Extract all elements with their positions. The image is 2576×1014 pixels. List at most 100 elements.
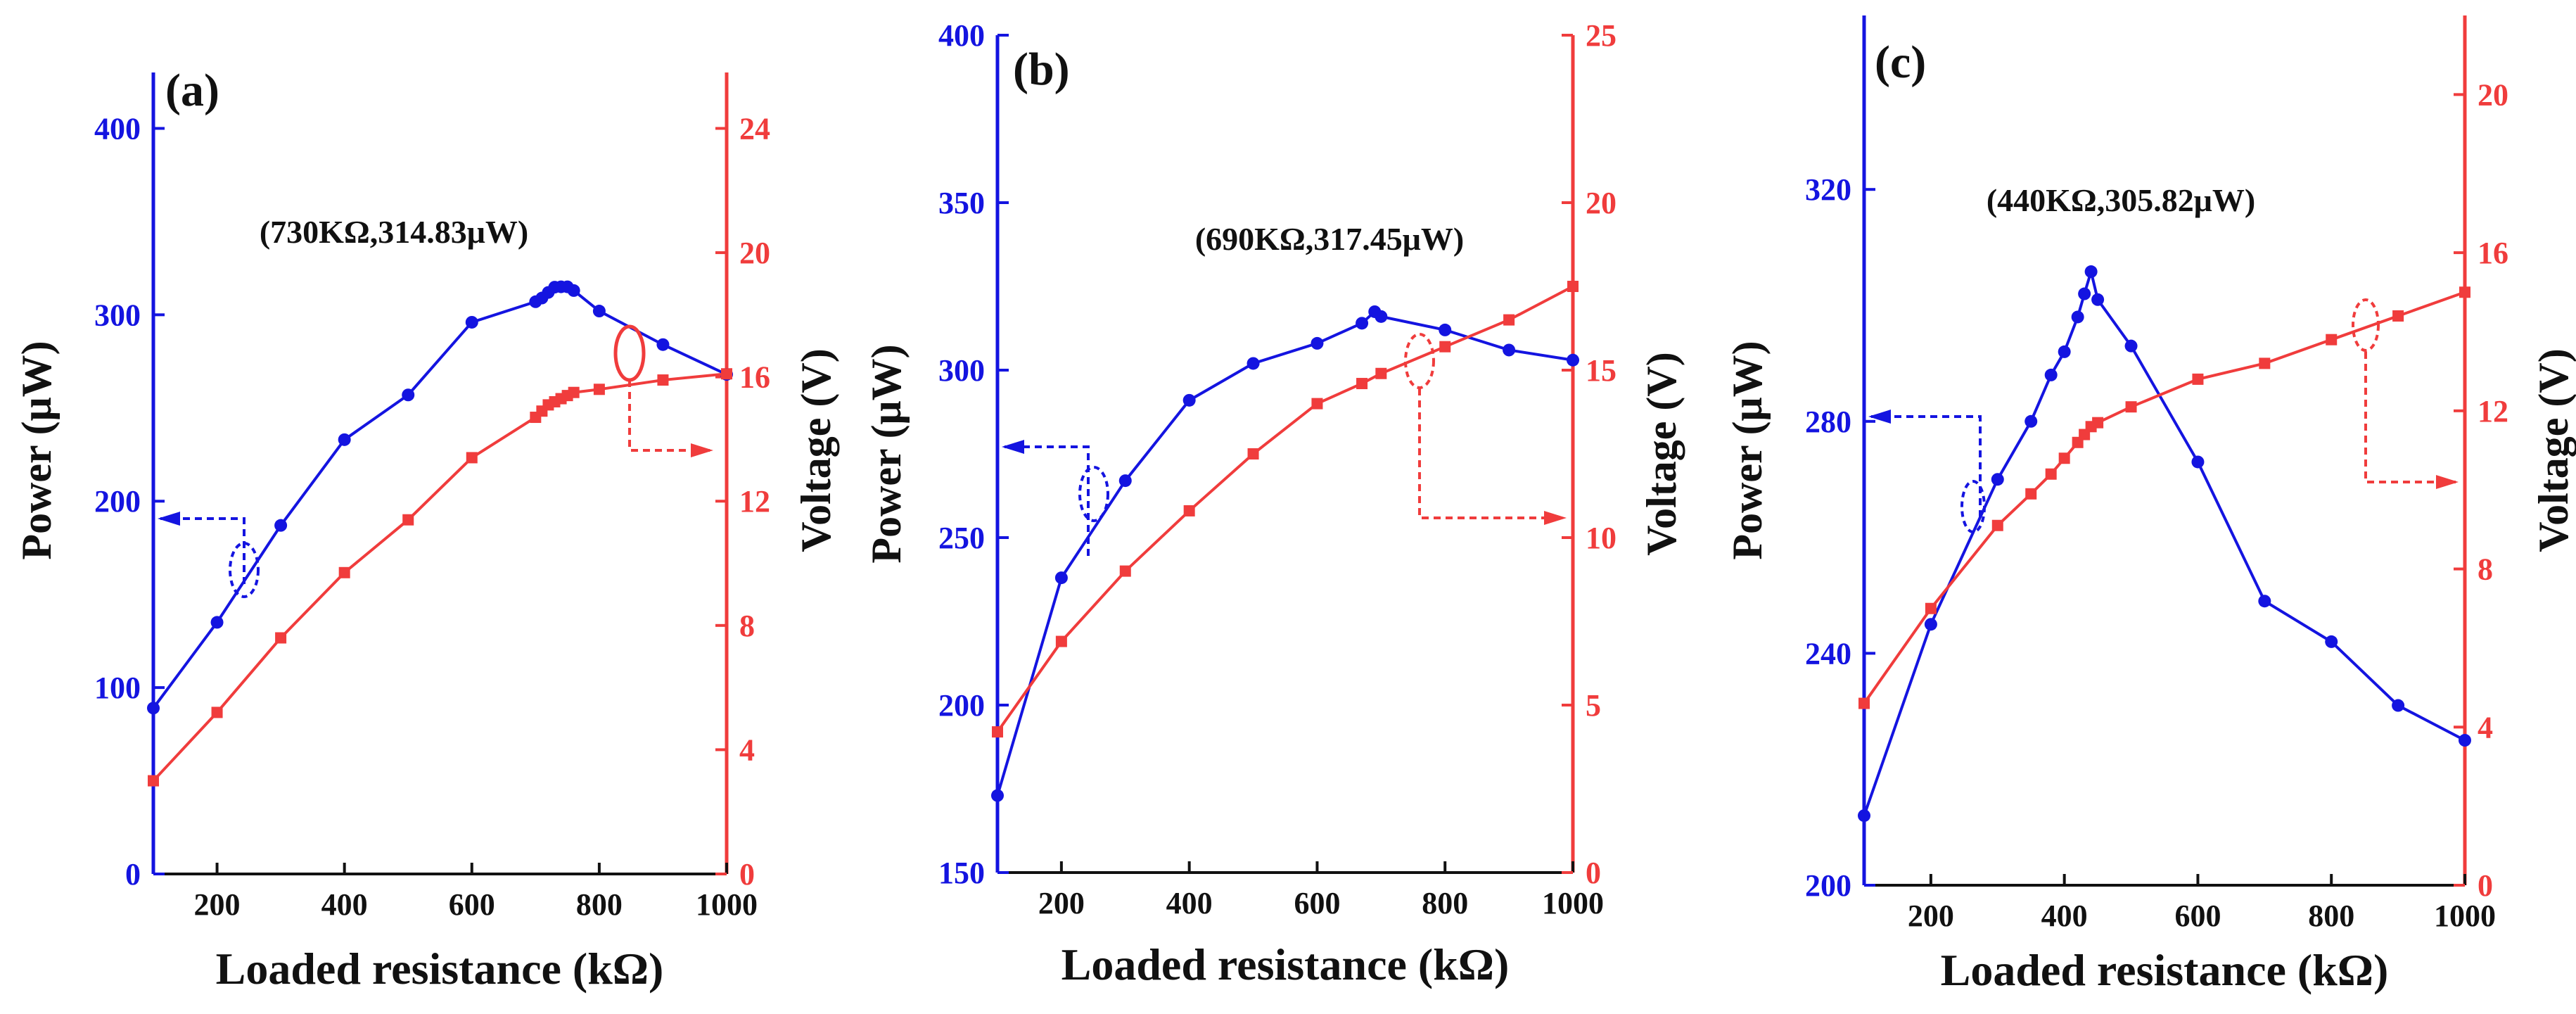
power-data-point — [1311, 336, 1324, 350]
left-tick-label: 200 — [94, 484, 141, 519]
voltage-data-point — [1247, 448, 1259, 460]
x-tick-label: 400 — [2041, 899, 2088, 933]
left-tick-label: 240 — [1805, 636, 1851, 671]
voltage-series-line — [152, 372, 727, 782]
voltage-data-point — [593, 384, 605, 395]
left-tick-label: 300 — [94, 298, 141, 332]
x-axis-label: Loaded resistance (kΩ) — [1061, 939, 1510, 989]
voltage-data-point — [1311, 398, 1323, 410]
voltage-data-point — [1055, 635, 1067, 647]
power-data-point — [465, 315, 478, 329]
power-axis-arrow-line — [160, 517, 246, 584]
voltage-data-point — [1567, 281, 1579, 292]
voltage-data-point — [1991, 519, 2003, 531]
x-tick-label: 1000 — [1542, 886, 1604, 920]
arrow-right-icon — [1544, 511, 1567, 525]
power-data-point — [1924, 618, 1937, 631]
power-axis-arrow-line — [1005, 445, 1090, 556]
arrow-left-icon — [158, 512, 180, 526]
power-data-point — [1375, 310, 1388, 323]
x-tick-label: 200 — [1038, 886, 1085, 920]
power-data-point — [567, 284, 580, 297]
right-tick-label: 16 — [739, 360, 770, 395]
x-tick-label: 800 — [1422, 886, 1468, 920]
arrow-left-icon — [1002, 440, 1024, 454]
left-tick-label: 200 — [1805, 868, 1851, 903]
right-tick-label: 0 — [739, 857, 755, 892]
right-tick-label: 20 — [1586, 186, 1617, 220]
voltage-axis-arrow-line — [1418, 388, 1564, 519]
voltage-data-point — [2459, 286, 2470, 298]
arrow-right-icon — [691, 443, 713, 457]
power-data-point — [2392, 699, 2405, 712]
voltage-data-point — [2045, 468, 2057, 480]
power-data-point — [991, 789, 1004, 802]
voltage-data-point — [657, 374, 669, 386]
voltage-data-point — [1375, 367, 1387, 379]
left-tick-label: 100 — [94, 671, 141, 705]
right-tick-label: 25 — [1586, 18, 1617, 53]
power-series-marker-icon — [1078, 466, 1109, 522]
voltage-data-point — [211, 706, 223, 718]
left-tick-label: 280 — [1805, 405, 1851, 439]
power-data-point — [338, 433, 351, 446]
voltage-axis-arrow-line — [2364, 352, 2456, 483]
power-data-point — [2078, 287, 2091, 300]
power-data-point — [2325, 635, 2338, 648]
power-data-point — [2044, 368, 2058, 381]
peak-annotation: (440KΩ,305.82μW) — [1987, 182, 2255, 218]
power-data-point — [2058, 345, 2071, 358]
voltage-data-point — [1858, 697, 1870, 709]
panel-label: (a) — [165, 65, 219, 116]
voltage-series-marker-icon — [2352, 298, 2380, 352]
x-tick-label: 400 — [1166, 886, 1213, 920]
x-tick-label: 1000 — [696, 887, 758, 922]
power-data-point — [1182, 393, 1196, 407]
right-tick-label: 5 — [1586, 688, 1601, 723]
chart-panel-1: 200 400 600 800 1000010020030040004812162024… — [13, 65, 839, 994]
power-series-line — [1863, 266, 2466, 816]
right-axis-label: Voltage (V) — [793, 348, 839, 552]
voltage-data-point — [402, 514, 414, 526]
x-axis-label: Loaded resistance (kΩ) — [216, 944, 664, 994]
power-data-point — [1991, 473, 2004, 486]
power-data-point — [274, 519, 288, 532]
voltage-data-point — [275, 632, 287, 644]
right-tick-label: 8 — [2478, 552, 2493, 587]
power-series-marker-icon — [1960, 480, 1986, 533]
left-tick-label: 200 — [938, 688, 985, 723]
left-tick-label: 350 — [938, 186, 985, 220]
chart-panel-3: 200 400 600 800 1000 200 240 280 320 0 4 8 12 16 20 Loa… — [1724, 15, 2576, 995]
power-axis-arrow-line — [1871, 415, 1982, 517]
voltage-data-point — [2192, 373, 2204, 385]
left-tick-label: 250 — [938, 521, 985, 555]
right-tick-label: 16 — [2478, 236, 2508, 270]
left-tick-label: 300 — [938, 353, 985, 388]
x-tick-label: 800 — [576, 887, 623, 922]
power-data-point — [1567, 353, 1579, 367]
voltage-data-point — [338, 566, 350, 578]
left-tick-label: 400 — [938, 18, 985, 53]
panel-label: (c) — [1875, 37, 1926, 88]
x-tick-label: 600 — [2174, 899, 2221, 933]
right-axis-label: Voltage (V) — [1638, 352, 1685, 555]
right-tick-label: 15 — [1586, 353, 1617, 388]
power-series-line — [996, 310, 1574, 797]
right-tick-label: 8 — [739, 609, 755, 643]
right-tick-label: 12 — [739, 484, 770, 519]
power-data-point — [2091, 293, 2105, 306]
power-data-point — [2258, 595, 2271, 608]
right-tick-label: 0 — [1586, 856, 1601, 890]
left-axis-label: Power (μW) — [13, 341, 60, 559]
voltage-data-point — [1183, 505, 1195, 516]
arrow-right-icon — [2436, 475, 2459, 489]
peak-annotation: (690KΩ,317.45μW) — [1195, 221, 1464, 257]
right-tick-label: 20 — [739, 236, 770, 270]
x-tick-label: 600 — [449, 887, 495, 922]
voltage-data-point — [466, 452, 478, 464]
power-data-point — [656, 338, 670, 351]
voltage-data-point — [1356, 378, 1368, 390]
voltage-data-point — [992, 726, 1003, 738]
voltage-data-point — [1439, 341, 1451, 353]
power-data-point — [2025, 414, 2038, 428]
